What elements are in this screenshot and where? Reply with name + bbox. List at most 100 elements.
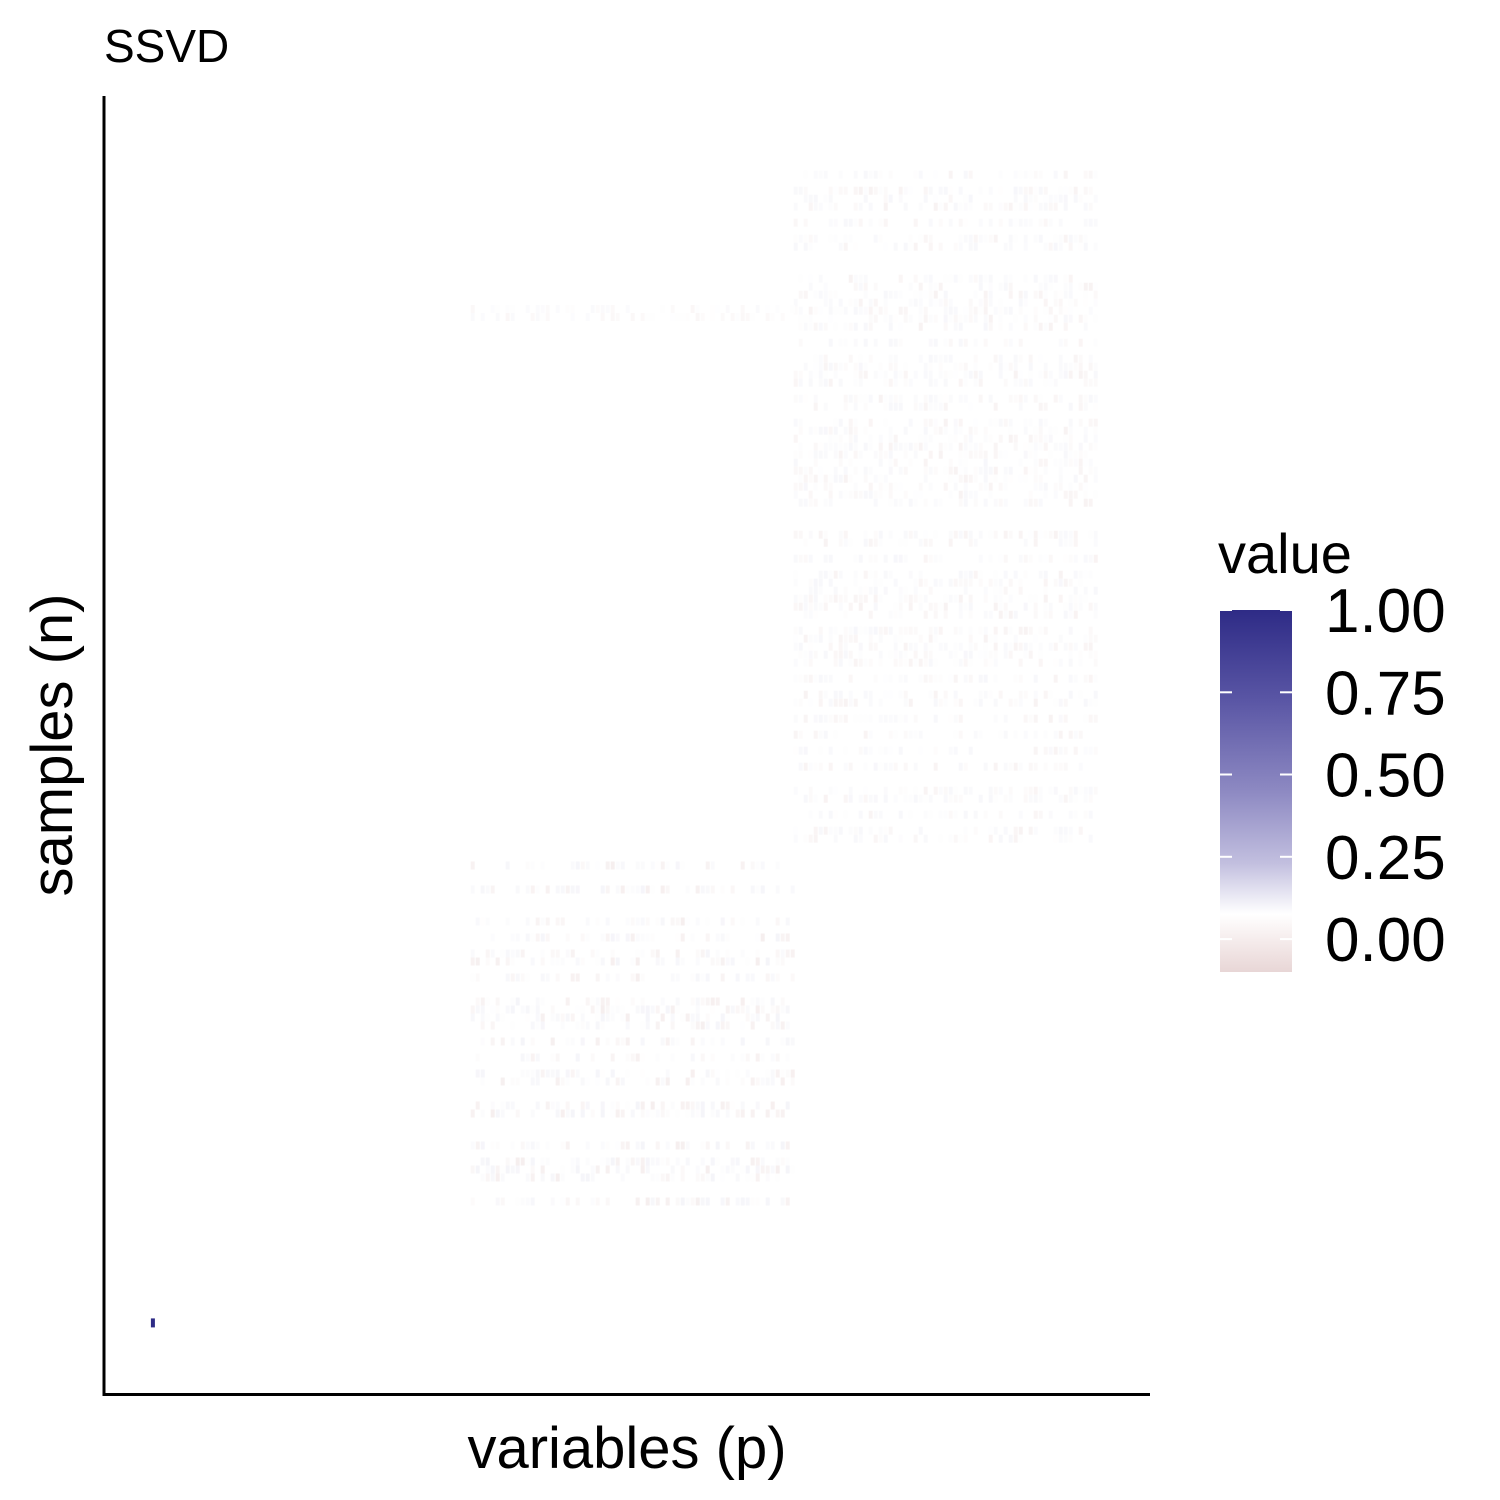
heatmap-cell: [1083, 490, 1088, 499]
heatmap-cell: [853, 714, 858, 723]
heatmap-cell: [888, 690, 893, 699]
heatmap-cell: [863, 586, 868, 595]
heatmap-cell: [745, 1141, 750, 1150]
heatmap-cell: [1073, 298, 1078, 307]
heatmap-cell: [828, 714, 833, 723]
heatmap-cell: [878, 826, 883, 835]
heatmap-cell: [1028, 434, 1033, 443]
heatmap-cell: [700, 973, 705, 982]
heatmap-cell: [838, 474, 843, 483]
heatmap-cell: [1048, 218, 1053, 227]
heatmap-cell: [1068, 594, 1073, 603]
heatmap-cell: [580, 1077, 585, 1086]
heatmap-cell: [480, 1037, 485, 1046]
heatmap-cell: [1023, 402, 1028, 411]
heatmap-cell: [1028, 642, 1033, 651]
heatmap-cell: [883, 690, 888, 699]
heatmap-cell: [595, 957, 600, 966]
heatmap-cell: [520, 1069, 525, 1078]
heatmap-cell: [898, 690, 903, 699]
heatmap-cell: [1033, 650, 1038, 659]
heatmap-cell: [968, 674, 973, 683]
heatmap-cell: [480, 1013, 485, 1022]
heatmap-cell: [858, 218, 863, 227]
heatmap-cell: [923, 362, 928, 371]
heatmap-cell: [978, 794, 983, 803]
heatmap-cell: [978, 466, 983, 475]
heatmap-cell: [580, 861, 585, 870]
heatmap-cell: [1048, 714, 1053, 723]
heatmap-cell: [1058, 194, 1063, 203]
heatmap-cell: [793, 642, 798, 651]
heatmap-cell: [1058, 218, 1063, 227]
heatmap-cell: [823, 538, 828, 547]
heatmap-cell: [610, 1101, 615, 1110]
heatmap-cell: [838, 698, 843, 707]
heatmap-cell: [883, 762, 888, 771]
heatmap-cell: [735, 313, 740, 321]
heatmap-cell: [873, 570, 878, 579]
heatmap-cell: [1033, 762, 1038, 771]
heatmap-cell: [998, 202, 1003, 211]
heatmap-cell: [1063, 274, 1068, 283]
heatmap-cell: [525, 1197, 530, 1206]
heatmap-cell: [908, 602, 913, 611]
heatmap-cell: [808, 794, 813, 803]
heatmap-cell: [983, 634, 988, 643]
heatmap-cell: [1038, 234, 1043, 243]
heatmap-cell: [480, 1069, 485, 1078]
heatmap-cell: [585, 1173, 590, 1182]
heatmap-cell: [525, 1005, 530, 1014]
heatmap-cell: [1008, 786, 1013, 795]
heatmap-cell: [843, 538, 848, 547]
heatmap-cell: [963, 586, 968, 595]
heatmap-cell: [943, 810, 948, 819]
heatmap-cell: [908, 234, 913, 243]
heatmap-cell: [878, 434, 883, 443]
heatmap-cell: [1033, 306, 1038, 315]
heatmap-cell: [898, 466, 903, 475]
heatmap-cell: [635, 949, 640, 958]
heatmap-cell: [1018, 530, 1023, 539]
heatmap-cell: [535, 305, 540, 313]
heatmap-cell: [808, 306, 813, 315]
heatmap-cell: [675, 313, 680, 321]
heatmap-cell: [640, 861, 645, 870]
heatmap-cell: [938, 586, 943, 595]
heatmap-cell: [1063, 490, 1068, 499]
heatmap-cell: [913, 290, 918, 299]
heatmap-cell: [720, 1037, 725, 1046]
heatmap-cell: [933, 378, 938, 387]
heatmap-cell: [818, 762, 823, 771]
heatmap-cell: [565, 949, 570, 958]
heatmap-cell: [510, 1157, 515, 1166]
heatmap-cell: [793, 234, 798, 243]
heatmap-cell: [1018, 474, 1023, 483]
heatmap-cell: [1093, 314, 1098, 323]
heatmap-cell: [540, 313, 545, 321]
heatmap-cell: [560, 1021, 565, 1030]
heatmap-cell: [645, 1157, 650, 1166]
heatmap-cell: [813, 498, 818, 507]
heatmap-cell: [1073, 490, 1078, 499]
heatmap-cell: [1058, 578, 1063, 587]
heatmap-cell: [1008, 610, 1013, 619]
heatmap-cell: [1063, 194, 1068, 203]
heatmap-cell: [750, 1013, 755, 1022]
heatmap-cell: [675, 933, 680, 942]
heatmap-cell: [968, 234, 973, 243]
heatmap-cell: [1088, 186, 1093, 195]
heatmap-cell: [555, 917, 560, 926]
heatmap-cell: [833, 234, 838, 243]
heatmap-cell: [750, 1077, 755, 1086]
heatmap-cell: [803, 218, 808, 227]
heatmap-cell: [565, 1141, 570, 1150]
heatmap-cell: [605, 1077, 610, 1086]
heatmap-cell: [993, 578, 998, 587]
heatmap-cell: [883, 786, 888, 795]
heatmap-cell: [898, 194, 903, 203]
heatmap-cell: [888, 426, 893, 435]
heatmap-cell: [1033, 482, 1038, 491]
heatmap-cell: [918, 354, 923, 363]
heatmap-cell: [725, 1077, 730, 1086]
